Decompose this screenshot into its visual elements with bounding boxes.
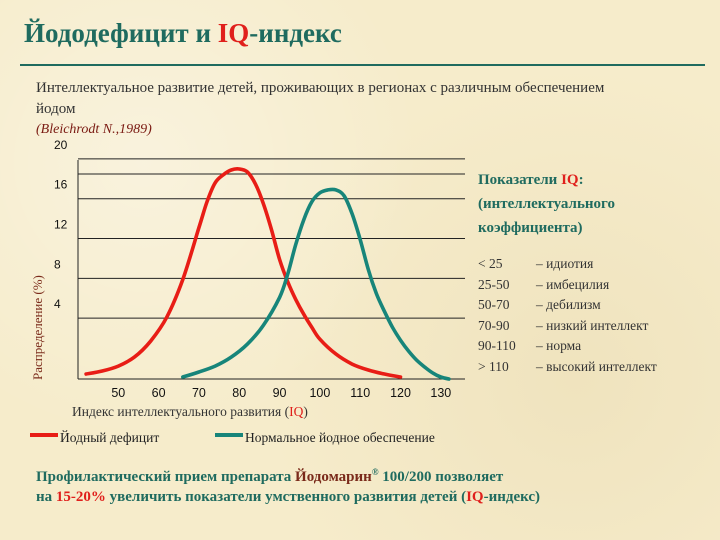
- iq-scale-range: 70-90: [478, 317, 510, 333]
- series-line-iodine-deficit: [84, 167, 403, 379]
- iq-scale-row: 90-110 – норма: [478, 336, 713, 357]
- x-axis-label-suffix: ): [303, 404, 308, 419]
- x-tick-label: 110: [350, 386, 370, 400]
- legend-swatch-teal: [215, 433, 243, 437]
- series-line-normal-iodine: [181, 187, 451, 381]
- iq-scale-range: < 25: [478, 256, 503, 271]
- footer-iq: IQ: [466, 489, 484, 505]
- footer-line-1: Профилактический прием препарата Йодомар…: [36, 462, 706, 487]
- x-axis-label: Индекс интеллектуального развития (IQ): [72, 404, 308, 420]
- page-title: Йододефицит и IQ-индекс: [24, 18, 342, 49]
- iq-scale-title-line3: коэффициента): [478, 220, 583, 236]
- citation: (Bleichrodt N.,1989): [36, 122, 152, 137]
- title-iq: IQ: [217, 18, 250, 48]
- chart-subtitle: Интеллектуальное развитие детей, прожива…: [36, 80, 605, 117]
- x-tick-label: 120: [390, 386, 411, 400]
- legend-item-iodine-deficit: Йодный дефицит: [30, 430, 159, 446]
- x-tick-label: 130: [430, 386, 451, 400]
- iq-scale-range: > 110: [478, 358, 509, 374]
- legend-swatch-red: [30, 433, 58, 437]
- footer-line2-c: -индекс): [483, 489, 541, 505]
- footer-percent: 15-20%: [55, 489, 106, 505]
- x-axis-label-prefix: Индекс интеллектуального развития (: [72, 404, 290, 419]
- y-tick-label: 20: [54, 138, 68, 152]
- x-tick-label: 60: [152, 386, 166, 400]
- footer-reg-mark: ®: [371, 467, 379, 477]
- iq-scale-row: 25-50 – имбецилия: [478, 275, 713, 296]
- iq-scale-range: 25-50: [478, 276, 510, 292]
- y-tick-label: 8: [54, 257, 61, 271]
- iq-scale-title-colon: :: [578, 172, 584, 188]
- iq-scale-range: 50-70: [478, 297, 510, 313]
- footer-line-2: на 15-20% увеличить показатели умственно…: [36, 487, 706, 507]
- footer-line2-a: на: [36, 489, 56, 505]
- title-divider: [20, 64, 705, 66]
- iq-scale-label: – норма: [536, 338, 582, 354]
- iq-scale-row: 50-70 – дебилизм: [478, 295, 713, 316]
- iq-scale-label: – имбецилия: [536, 276, 610, 292]
- iq-scale-title-prefix: Показатели: [478, 172, 562, 188]
- iq-scale-title-iq: IQ: [561, 172, 579, 188]
- legend-item-normal-iodine: Нормальное йодное обеспечение: [215, 430, 435, 446]
- footer-line1-a: Профилактический прием препарата: [36, 469, 296, 485]
- x-axis-label-iq: IQ: [289, 404, 304, 419]
- x-tick-label: 70: [192, 386, 206, 400]
- legend-label-normal-iodine: Нормальное йодное обеспечение: [245, 430, 435, 445]
- footer-drug: Йодомарин: [295, 469, 372, 485]
- x-tick-label: 90: [273, 386, 287, 400]
- footer-note: Профилактический прием препарата Йодомар…: [36, 462, 706, 507]
- iq-scale-label: – идиотия: [536, 256, 594, 271]
- title-end: -индекс: [249, 18, 342, 48]
- footer-line1-b: 100/200 позволяет: [378, 469, 504, 485]
- iq-scale-title: Показатели IQ: (интеллектуального коэффи…: [478, 168, 713, 240]
- iq-scale-row: 70-90 – низкий интеллект: [478, 316, 713, 337]
- x-tick-label: 80: [232, 386, 246, 400]
- iq-scale-label: – высокий интеллект: [536, 358, 657, 374]
- iq-scale-row: > 110 – высокий интеллект: [478, 357, 713, 378]
- iq-scale-row: < 25 – идиотия: [478, 254, 713, 275]
- y-tick-label: 16: [54, 178, 68, 192]
- iq-scale-range: 90-110: [478, 338, 516, 354]
- iq-scale-label: – дебилизм: [536, 297, 601, 313]
- y-tick-label: 12: [54, 218, 68, 232]
- footer-line2-b: увеличить показатели умственного развити…: [105, 489, 467, 505]
- y-tick-label: 4: [54, 297, 61, 311]
- iq-scale-panel: Показатели IQ: (интеллектуального коэффи…: [478, 168, 713, 378]
- legend-label-iodine-deficit: Йодный дефицит: [60, 430, 160, 445]
- iq-scale-label: – низкий интеллект: [536, 317, 649, 333]
- iq-scale-title-line2: (интеллектуального: [478, 196, 615, 212]
- x-tick-label: 100: [309, 386, 330, 400]
- iq-scale-list: < 25 – идиотия 25-50 – имбецилия 50-70 – деби…: [478, 254, 713, 378]
- y-axis-label: Распределение (%): [30, 275, 45, 380]
- x-tick-label: 50: [111, 386, 125, 400]
- title-main: Йододефицит и: [24, 18, 218, 48]
